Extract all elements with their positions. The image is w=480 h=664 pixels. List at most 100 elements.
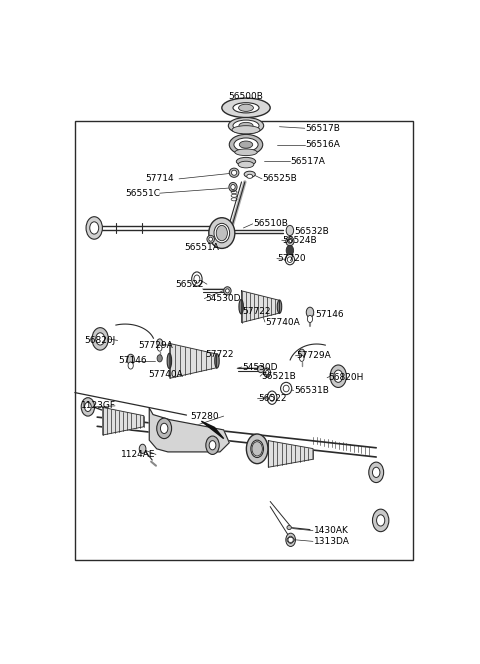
Polygon shape [103,408,144,435]
Circle shape [139,444,146,454]
Ellipse shape [235,149,257,155]
Ellipse shape [207,235,215,243]
Ellipse shape [231,185,235,190]
Ellipse shape [239,122,253,129]
Circle shape [157,345,162,351]
Circle shape [127,354,134,365]
Ellipse shape [229,183,237,192]
Text: 1124AE: 1124AE [121,450,156,459]
Ellipse shape [286,236,294,246]
Circle shape [286,225,294,236]
Text: 56522: 56522 [175,280,204,289]
Text: 57146: 57146 [119,357,147,365]
Circle shape [372,509,389,532]
Ellipse shape [228,118,264,134]
Ellipse shape [283,385,289,392]
Circle shape [288,537,293,543]
Ellipse shape [214,223,229,243]
Text: 56531B: 56531B [294,386,329,395]
Text: 57722: 57722 [242,307,271,316]
Ellipse shape [251,440,264,457]
Ellipse shape [267,391,277,404]
Circle shape [157,339,163,347]
Circle shape [330,365,347,388]
Ellipse shape [234,138,258,151]
Text: 57714: 57714 [145,175,174,183]
Text: 57720: 57720 [277,254,306,263]
Ellipse shape [281,382,292,394]
Ellipse shape [192,272,202,286]
Ellipse shape [277,300,282,313]
Ellipse shape [229,168,239,177]
Text: 54530D: 54530D [205,294,240,303]
Text: 56522: 56522 [258,394,287,403]
Circle shape [307,315,312,323]
Ellipse shape [244,171,255,177]
Circle shape [216,225,228,241]
Text: 57740A: 57740A [266,317,300,327]
Text: 56820J: 56820J [84,336,115,345]
Circle shape [306,307,314,317]
Circle shape [286,533,296,546]
Polygon shape [241,291,279,323]
Ellipse shape [231,170,237,175]
Circle shape [209,441,216,450]
Circle shape [286,245,294,256]
Ellipse shape [258,365,264,373]
Circle shape [369,462,384,483]
Ellipse shape [209,237,213,241]
Circle shape [252,442,263,456]
Text: 56524B: 56524B [282,236,317,245]
Polygon shape [170,343,216,378]
Circle shape [86,216,102,239]
Text: 1313DA: 1313DA [314,537,349,546]
Text: 57740A: 57740A [148,371,183,379]
Polygon shape [268,441,313,467]
Ellipse shape [239,299,243,314]
Circle shape [92,327,108,350]
Ellipse shape [233,120,259,131]
Text: 57722: 57722 [205,350,234,359]
Text: 54530D: 54530D [242,363,278,372]
Circle shape [157,355,162,362]
Circle shape [90,222,99,234]
Text: 1123GF: 1123GF [81,401,116,410]
Ellipse shape [209,218,235,248]
Ellipse shape [247,174,252,179]
Text: 56510B: 56510B [253,219,288,228]
Ellipse shape [226,289,229,293]
Ellipse shape [240,141,252,148]
Ellipse shape [238,161,254,168]
Circle shape [157,418,172,439]
Text: 56525B: 56525B [263,175,298,183]
Circle shape [372,467,380,477]
Text: 57729A: 57729A [138,341,173,350]
Text: 57729A: 57729A [296,351,331,361]
Ellipse shape [287,525,291,530]
Polygon shape [202,421,224,439]
Circle shape [206,436,219,454]
Circle shape [128,362,133,369]
Ellipse shape [215,354,219,368]
Polygon shape [149,408,229,452]
Text: 56500B: 56500B [228,92,264,100]
Circle shape [299,349,305,357]
Ellipse shape [264,368,271,377]
Ellipse shape [194,275,200,283]
Ellipse shape [265,371,269,375]
Text: 56521B: 56521B [261,372,296,380]
Circle shape [160,423,168,434]
Ellipse shape [246,434,268,463]
Text: 56517B: 56517B [305,124,340,133]
Text: 56516A: 56516A [305,140,340,149]
Ellipse shape [236,157,256,165]
Circle shape [300,355,304,361]
Ellipse shape [285,254,295,265]
Ellipse shape [239,104,253,112]
Text: 57146: 57146 [315,310,344,319]
Ellipse shape [224,287,231,295]
Text: 56532B: 56532B [294,226,329,236]
Circle shape [81,398,95,416]
Text: 56551C: 56551C [125,189,160,198]
Circle shape [377,515,385,526]
